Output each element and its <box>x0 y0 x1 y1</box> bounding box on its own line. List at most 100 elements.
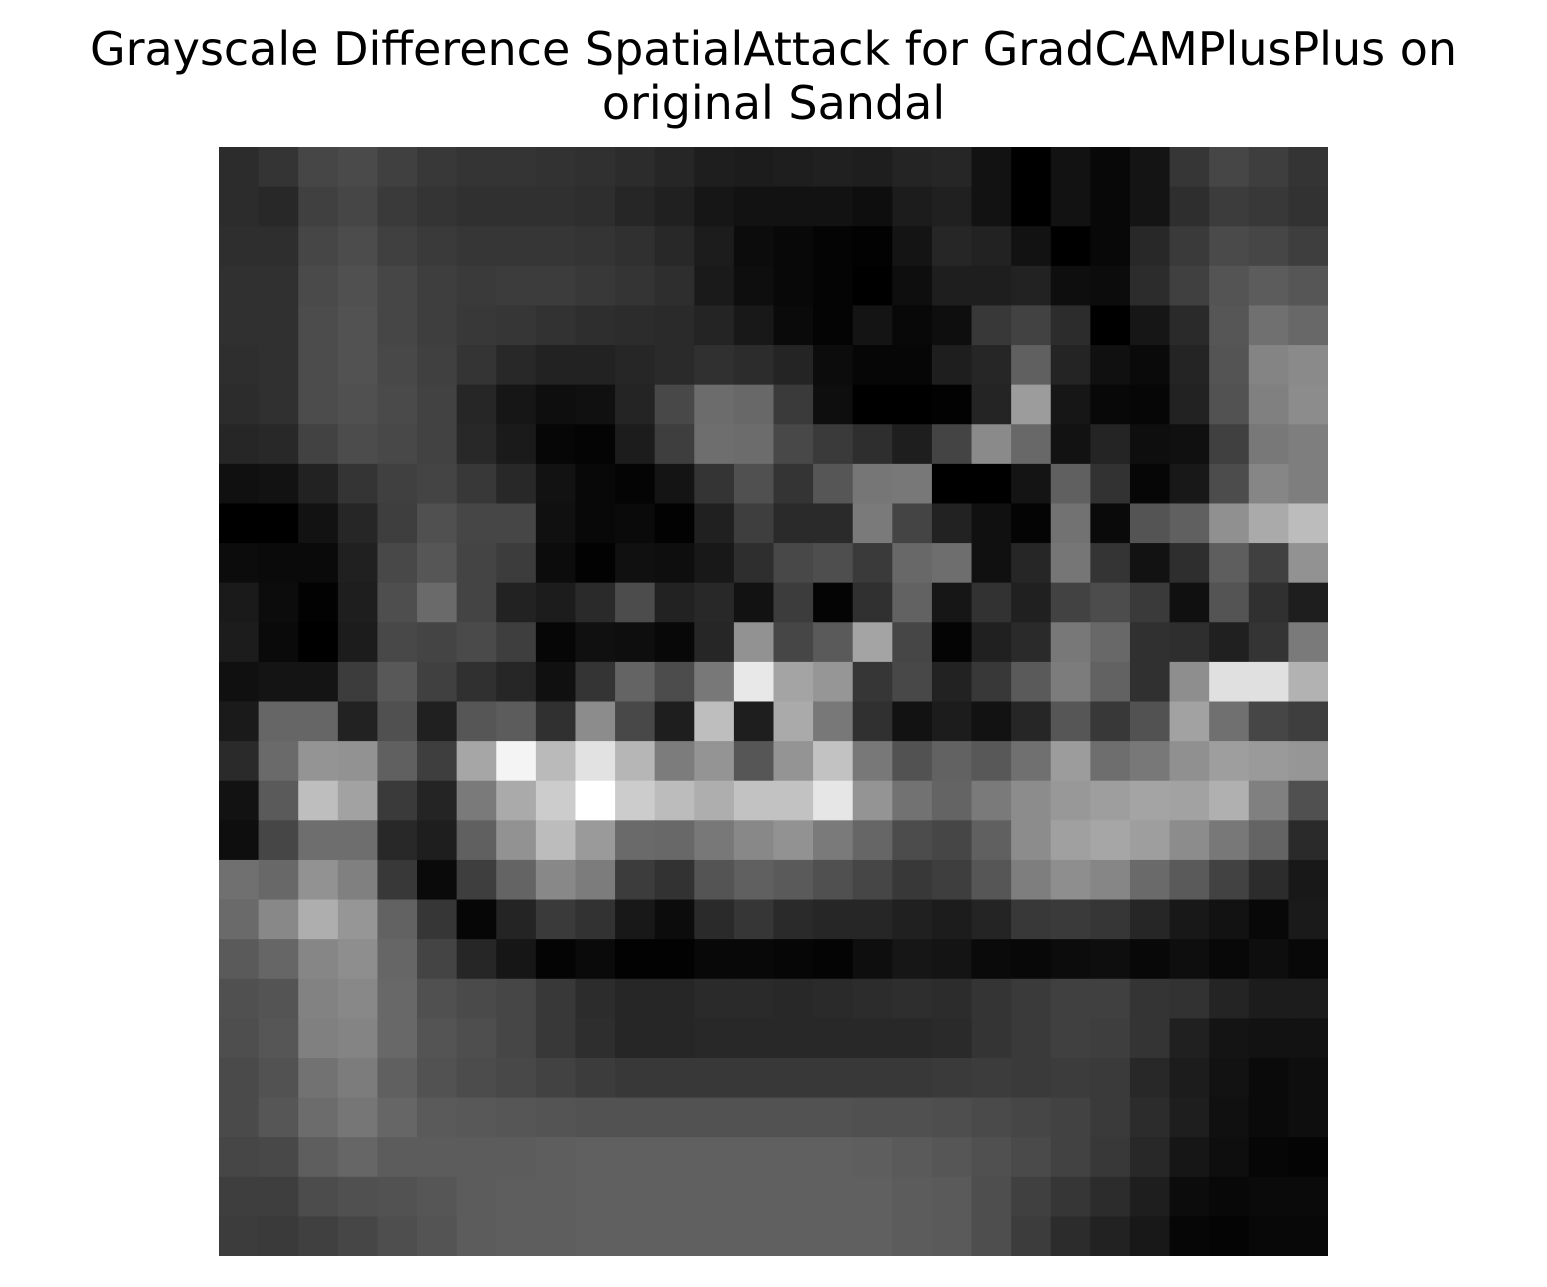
heatmap-cell <box>496 543 537 584</box>
heatmap-cell <box>615 741 656 782</box>
heatmap-cell <box>813 147 854 188</box>
heatmap-cell <box>1288 1097 1328 1138</box>
heatmap-cell <box>852 661 893 703</box>
heatmap-cell <box>298 859 339 901</box>
heatmap-cell <box>931 780 973 821</box>
heatmap-cell <box>1050 661 1091 703</box>
heatmap-cell <box>377 424 418 465</box>
heatmap-cell <box>535 741 577 782</box>
heatmap-cell <box>615 226 656 267</box>
heatmap-cell <box>417 978 458 1019</box>
heatmap-cell <box>535 1097 577 1138</box>
heatmap-cell <box>654 622 695 663</box>
heatmap-cell <box>1209 622 1250 663</box>
heatmap-cell <box>456 859 497 901</box>
heatmap-cell <box>971 424 1012 465</box>
heatmap-cell <box>773 939 814 980</box>
heatmap-cell <box>1169 1137 1210 1178</box>
heatmap-cell <box>813 820 854 861</box>
heatmap-cell <box>496 305 537 346</box>
heatmap-cell <box>1288 582 1328 623</box>
heatmap-cell <box>1050 384 1091 425</box>
heatmap-cell <box>733 1057 775 1099</box>
heatmap-cell <box>1288 978 1328 1019</box>
heatmap-cell <box>615 780 656 821</box>
heatmap-cell <box>733 899 775 940</box>
heatmap-cell <box>1090 424 1131 465</box>
heatmap-cell <box>971 226 1012 267</box>
heatmap-cell <box>971 582 1012 623</box>
heatmap-cell <box>417 820 458 861</box>
heatmap-cell <box>298 1137 339 1178</box>
heatmap-cell <box>733 741 775 782</box>
heatmap-cell <box>694 1097 735 1138</box>
heatmap-cell <box>337 661 379 703</box>
heatmap-cell <box>1169 701 1210 742</box>
heatmap-cell <box>773 345 814 386</box>
heatmap-cell <box>456 1176 497 1217</box>
heatmap-cell <box>615 701 656 742</box>
heatmap-cell <box>1090 859 1131 901</box>
heatmap-cell <box>456 899 497 940</box>
heatmap-cell <box>1288 661 1328 703</box>
heatmap-cell <box>1129 978 1171 1019</box>
heatmap-cell <box>1011 147 1052 188</box>
heatmap-cell <box>1288 859 1328 901</box>
heatmap-cell <box>733 582 775 623</box>
heatmap-cell <box>971 741 1012 782</box>
heatmap-cell <box>654 780 695 821</box>
heatmap-cell <box>337 780 379 821</box>
heatmap-cell <box>1288 622 1328 663</box>
heatmap-cell <box>931 1097 973 1138</box>
heatmap-cell <box>892 582 933 623</box>
heatmap-cell <box>1011 622 1052 663</box>
heatmap-cell <box>1209 820 1250 861</box>
heatmap-cell <box>654 265 695 307</box>
heatmap-cell <box>1011 1057 1052 1099</box>
heatmap-cell <box>1169 859 1210 901</box>
heatmap-cell <box>694 820 735 861</box>
heatmap-cell <box>456 701 497 742</box>
heatmap-cell <box>298 978 339 1019</box>
heatmap-cell <box>733 1097 775 1138</box>
heatmap-cell <box>1169 265 1210 307</box>
heatmap-cell <box>1248 899 1289 940</box>
heatmap-cell <box>931 265 973 307</box>
heatmap-cell <box>258 899 299 940</box>
heatmap-cell <box>1209 859 1250 901</box>
heatmap-cell <box>456 503 497 544</box>
heatmap-cell <box>694 978 735 1019</box>
heatmap-cell <box>298 939 339 980</box>
heatmap-cell <box>258 147 299 188</box>
heatmap-cell <box>298 1097 339 1138</box>
heatmap-cell <box>1011 345 1052 386</box>
heatmap-cell <box>1090 384 1131 425</box>
heatmap-cell <box>1050 741 1091 782</box>
heatmap-cell <box>575 384 616 425</box>
heatmap-plot <box>219 147 1328 1256</box>
heatmap-cell <box>813 701 854 742</box>
heatmap-cell <box>377 1216 418 1256</box>
heatmap-cell <box>892 1137 933 1178</box>
heatmap-cell <box>377 1057 418 1099</box>
heatmap-cell <box>892 384 933 425</box>
heatmap-cell <box>694 503 735 544</box>
heatmap-cell <box>733 543 775 584</box>
heatmap-cell <box>377 226 418 267</box>
heatmap-cell <box>1050 463 1091 505</box>
heatmap-cell <box>615 1097 656 1138</box>
heatmap-cell <box>575 939 616 980</box>
heatmap-cell <box>219 543 260 584</box>
heatmap-cell <box>971 1216 1012 1256</box>
heatmap-cell <box>456 543 497 584</box>
heatmap-cell <box>1129 859 1171 901</box>
heatmap-cell <box>1169 741 1210 782</box>
heatmap-cell <box>219 701 260 742</box>
heatmap-cell <box>417 305 458 346</box>
heatmap-cell <box>337 1137 379 1178</box>
heatmap-cell <box>694 701 735 742</box>
heatmap-cell <box>1209 1137 1250 1178</box>
heatmap-cell <box>813 661 854 703</box>
heatmap-cell <box>1011 503 1052 544</box>
heatmap-cell <box>219 820 260 861</box>
